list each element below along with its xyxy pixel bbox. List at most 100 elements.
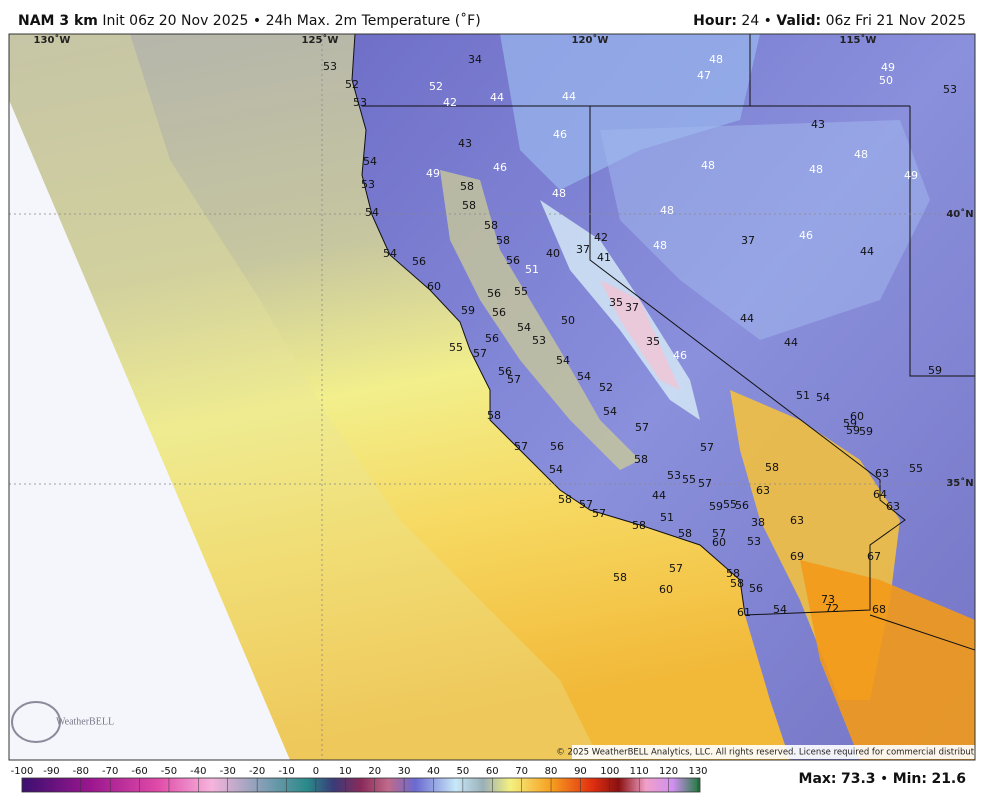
temperature-label: 57 <box>514 440 528 453</box>
colorbar-tick-label: 90 <box>574 766 587 777</box>
temperature-label: 55 <box>449 341 463 354</box>
header-right: Hour: 24 • Valid: 06z Fri 21 Nov 2025 <box>693 13 966 29</box>
colorbar-tick-label: -70 <box>102 766 118 777</box>
temperature-label: 53 <box>667 469 681 482</box>
grid-label: 120˚W <box>572 34 609 46</box>
temperature-label: 37 <box>625 301 639 314</box>
colorbar-tick-label: -20 <box>249 766 265 777</box>
temperature-label: 48 <box>709 53 723 66</box>
min-value: 21.6 <box>931 771 966 787</box>
temperature-label: 58 <box>632 519 646 532</box>
sierra-peaks <box>600 280 680 390</box>
temperature-label: 72 <box>825 602 839 615</box>
temperature-label: 58 <box>462 199 476 212</box>
temperature-label: 53 <box>361 178 375 191</box>
temperature-label: 54 <box>816 391 830 404</box>
temperature-label: 55 <box>723 498 737 511</box>
temperature-label: 56 <box>498 365 512 378</box>
temperature-label: 48 <box>552 187 566 200</box>
temperature-label: 57 <box>700 441 714 454</box>
colorbar-tick-label: -60 <box>131 766 147 777</box>
temperature-label: 35 <box>646 335 660 348</box>
temperature-label: 56 <box>487 287 501 300</box>
temperature-label: 48 <box>653 239 667 252</box>
colorbar-tick-label: 60 <box>486 766 499 777</box>
temperature-label: 44 <box>740 312 754 325</box>
borders <box>351 34 975 651</box>
temperature-label: 73 <box>821 593 835 606</box>
temperature-label: 54 <box>549 463 563 476</box>
temperature-label: 60 <box>427 280 441 293</box>
temperature-label: 53 <box>353 96 367 109</box>
temperature-label: 53 <box>532 334 546 347</box>
logo-swirl <box>11 701 61 743</box>
temperature-label: 63 <box>790 514 804 527</box>
temperature-label: 56 <box>550 440 564 453</box>
colorbar-tick-label: -30 <box>220 766 236 777</box>
temperature-label: 54 <box>603 405 617 418</box>
temperature-label: 37 <box>576 243 590 256</box>
temperature-label: 58 <box>487 409 501 422</box>
colorbar-tick-label: 70 <box>515 766 528 777</box>
temperature-label: 48 <box>809 163 823 176</box>
temperature-label: 54 <box>773 603 787 616</box>
temperature-label: 57 <box>669 562 683 575</box>
temperature-label: 59 <box>709 500 723 513</box>
temperature-label: 58 <box>765 461 779 474</box>
model: NAM 3 km <box>18 13 98 29</box>
temperature-label: 58 <box>726 567 740 580</box>
temperature-label: 57 <box>579 498 593 511</box>
description: Init 06z 20 Nov 2025 • 24h Max. 2m Tempe… <box>102 12 480 29</box>
temperature-label: 56 <box>749 582 763 595</box>
grid-label: 115˚W <box>840 34 877 46</box>
temperature-label: 57 <box>635 421 649 434</box>
colorbar-tick-label: 100 <box>600 766 619 777</box>
temperature-label: 37 <box>741 234 755 247</box>
temperature-label: 46 <box>553 128 567 141</box>
temperature-label: 40 <box>546 247 560 260</box>
cold-area <box>500 34 760 190</box>
temperature-label: 67 <box>867 550 881 563</box>
temperature-label: 52 <box>599 381 613 394</box>
temperature-label: 56 <box>492 306 506 319</box>
colorbar-tick-label: 110 <box>630 766 649 777</box>
temperature-label: 55 <box>514 285 528 298</box>
temperature-label: 46 <box>673 349 687 362</box>
colorbar-tick-label: 120 <box>659 766 678 777</box>
colorbar-tick-label: -50 <box>161 766 177 777</box>
temperature-label: 44 <box>652 489 666 502</box>
temperature-label: 35 <box>609 296 623 309</box>
temperature-label: 57 <box>473 347 487 360</box>
temperature-label: 60 <box>712 536 726 549</box>
grid-label: 40˚N <box>946 208 973 220</box>
colorbar-tick-label: 0 <box>313 766 319 777</box>
central-valley <box>440 170 640 470</box>
temperature-label: 41 <box>597 251 611 264</box>
cold-area <box>600 120 930 340</box>
temperature-label: 63 <box>875 467 889 480</box>
temperature-label: 59 <box>843 417 857 430</box>
temperature-label: 58 <box>460 180 474 193</box>
temperature-label: 53 <box>747 535 761 548</box>
temperature-label: 47 <box>697 69 711 82</box>
max-value: 73.3 <box>841 771 876 787</box>
colorbar-tick-label: -10 <box>278 766 294 777</box>
temperature-label: 38 <box>751 516 765 529</box>
colorbar <box>21 777 701 793</box>
temperature-label: 59 <box>846 424 860 437</box>
temperature-label: 56 <box>506 254 520 267</box>
temperature-label: 43 <box>458 137 472 150</box>
colorbar-tick-label: 130 <box>688 766 707 777</box>
temperature-label: 53 <box>943 83 957 96</box>
temperature-label: 51 <box>660 511 674 524</box>
stats: Max: 73.3 • Min: 21.6 <box>799 771 966 787</box>
state-border <box>869 614 975 651</box>
colorbar-tick-label: 50 <box>457 766 470 777</box>
temperature-label: 58 <box>496 234 510 247</box>
temperature-label: 44 <box>860 245 874 258</box>
temperature-label: 58 <box>678 527 692 540</box>
temperature-label: 57 <box>507 373 521 386</box>
